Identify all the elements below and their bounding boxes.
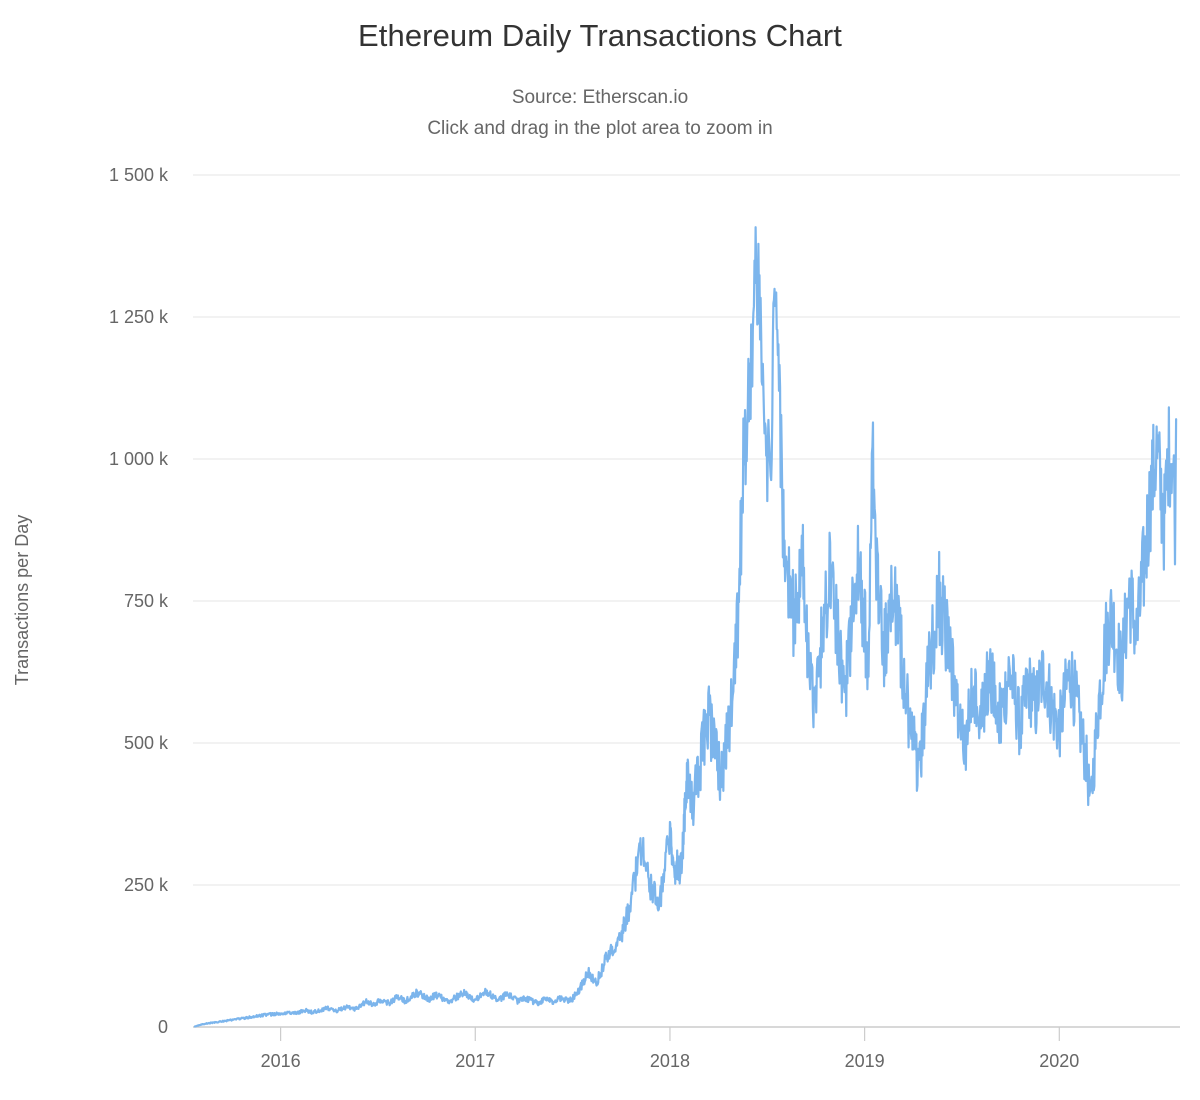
chart-subtitle-hint: Click and drag in the plot area to zoom …	[427, 118, 773, 139]
transactions-line-series[interactable]	[193, 226, 1178, 1028]
x-axis-ticks	[280, 1027, 1060, 1041]
y-tick-label: 500 k	[124, 733, 169, 753]
y-gridlines	[193, 174, 1180, 1028]
x-tick-label: 2018	[650, 1051, 690, 1071]
y-tick-label: 1 000 k	[109, 449, 169, 469]
y-tick-label: 0	[158, 1017, 168, 1037]
x-tick-label: 2020	[1039, 1051, 1079, 1071]
chart-subtitle: Source: Etherscan.io Click and drag in t…	[0, 82, 1200, 144]
x-tick-label: 2016	[261, 1051, 301, 1071]
y-tick-label: 1 250 k	[109, 307, 169, 327]
y-tick-label: 250 k	[124, 875, 169, 895]
chart-subtitle-source: Source: Etherscan.io	[511, 87, 689, 108]
x-axis-tick-labels: 2016 2017 2018 2019 2020	[261, 1051, 1080, 1071]
y-tick-label: 750 k	[124, 591, 169, 611]
y-axis-tick-labels: 0 250 k 500 k 750 k 1 000 k 1 250 k 1 500 k	[109, 165, 169, 1037]
x-tick-label: 2017	[455, 1051, 495, 1071]
y-tick-label: 1 500 k	[109, 165, 169, 185]
x-tick-label: 2019	[845, 1051, 885, 1071]
chart-title: Ethereum Daily Transactions Chart	[358, 18, 842, 53]
